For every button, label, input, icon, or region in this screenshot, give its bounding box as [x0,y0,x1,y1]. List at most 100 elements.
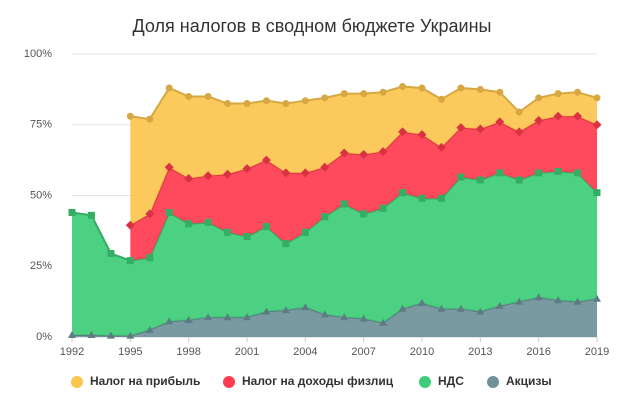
point [282,240,290,248]
point [593,189,601,197]
legend-swatch [223,376,235,388]
point [204,313,213,321]
point [593,294,601,302]
point [515,108,523,116]
area [72,297,597,337]
point [535,94,543,102]
point [68,208,76,216]
point [87,211,95,219]
point [185,92,193,100]
point [398,127,408,137]
point [496,169,504,177]
point [242,164,252,174]
point [553,111,563,121]
x-tick-label: 2007 [351,346,375,358]
point [301,97,309,105]
point [185,220,193,228]
legend-swatch [419,376,431,388]
point [476,307,485,315]
x-tick-label: 1998 [176,346,200,358]
x-tick-label: 2016 [526,346,550,358]
point [68,331,76,339]
point [495,117,505,127]
point [554,296,563,304]
point [496,88,504,96]
point [223,169,233,179]
point [243,233,251,241]
point [262,97,270,105]
point [184,174,194,184]
x-tick-label: 2010 [410,346,434,358]
point [146,254,154,262]
point [456,304,465,312]
legend-swatch [71,376,83,388]
point [204,92,212,100]
x-tick-label: 2004 [293,346,317,358]
point [476,85,484,93]
point [340,200,348,208]
x-tick-label: 2013 [468,346,492,358]
point [125,220,135,230]
point [476,176,484,184]
chart-title: Доля налогов в сводном бюджете Украины [133,16,492,36]
x-tick-label: 2001 [235,346,259,358]
point [340,90,348,98]
point [321,94,329,102]
point [379,318,388,326]
y-tick-label: 50% [30,189,52,201]
point [320,162,330,172]
point [574,169,582,177]
point [554,167,562,175]
point [437,304,446,312]
point [301,228,309,236]
point [243,313,251,321]
legend-label: НДС [438,374,464,388]
x-tick-label: 2019 [585,346,609,358]
point [514,127,524,137]
point [534,116,544,126]
point [165,317,174,325]
point [145,209,155,219]
point [204,218,212,226]
point [281,306,290,314]
point [262,307,271,315]
point [475,124,485,134]
point [339,148,349,158]
point [573,111,583,121]
point [535,169,543,177]
point [360,210,368,218]
area [130,116,598,261]
y-tick-label: 75% [30,119,52,131]
point [224,228,232,236]
area [72,171,597,336]
point [301,303,310,311]
point [436,142,446,152]
point [456,123,466,133]
point [321,213,329,221]
point [300,168,310,178]
point [418,194,426,202]
point [106,331,115,339]
legend-swatch [487,376,499,388]
point [224,100,232,108]
point [126,257,134,265]
point [554,90,562,98]
point [379,204,387,212]
point [359,314,368,322]
legend-label: Налог на доходы физлиц [242,374,394,388]
point [437,95,445,103]
point [399,189,407,197]
point [418,84,426,92]
point [243,100,251,108]
point [320,310,329,318]
point [165,84,173,92]
point [378,147,388,157]
point [593,94,601,102]
y-tick-label: 0% [36,331,52,343]
legend-label: Акцизы [506,374,552,388]
point [261,155,271,165]
point [592,120,602,130]
point [165,208,173,216]
point [223,313,232,321]
